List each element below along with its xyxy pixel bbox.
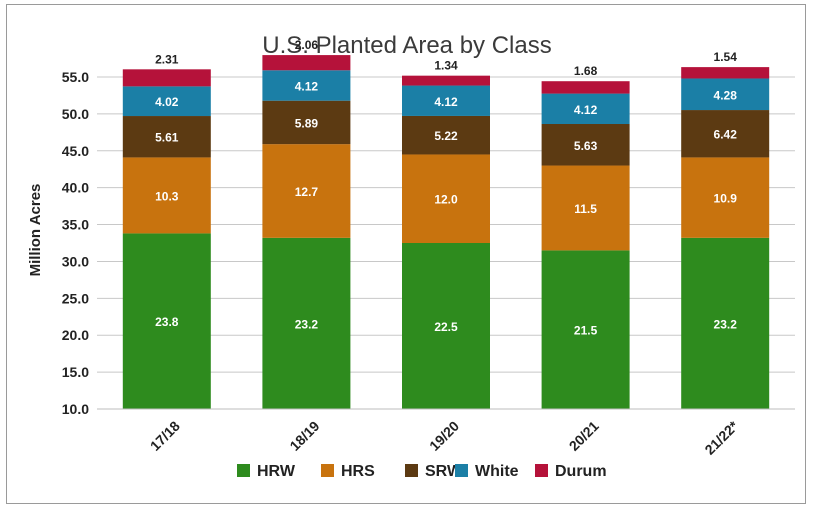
data-label-srw: 5.89 [295, 116, 319, 130]
bar-segment-white [402, 85, 490, 116]
stacked-bar-chart: U.S. Planted Area by Class 10.0 15.0 20.0 2… [27, 32, 795, 480]
data-label-hrw: 23.8 [155, 315, 179, 329]
data-label-hrw: 23.2 [295, 317, 319, 331]
bar-segment-srw [122, 116, 211, 158]
bar-segment-durum [541, 81, 630, 94]
x-tick-label: 19/20 [426, 418, 462, 454]
bar-segment-durum [262, 55, 351, 71]
bar-stack: 22.5 12.0 5.22 4.12 1.34 [402, 59, 490, 409]
bar-segment-hrw [681, 237, 770, 409]
data-label-white: 4.12 [574, 103, 598, 117]
data-label-white: 4.02 [155, 95, 179, 109]
chart-frame: U.S. Planted Area by Class 10.0 15.0 20.0 2… [6, 4, 806, 504]
bar-segment-hrw [541, 250, 630, 409]
legend-swatch [535, 464, 548, 477]
bar-segment-white [122, 86, 211, 117]
data-label-durum: 2.31 [155, 52, 179, 66]
y-tick-label: 35.0 [62, 217, 89, 233]
data-label-white: 4.12 [295, 79, 319, 93]
bar-segment-durum [402, 75, 490, 86]
y-tick-label: 55.0 [62, 69, 89, 85]
data-label-durum: 1.68 [574, 64, 598, 78]
data-label-hrs: 12.7 [295, 185, 319, 199]
legend-swatch [237, 464, 250, 477]
legend-item-white: White [455, 463, 519, 480]
bar-segment-srw [681, 110, 770, 158]
bar-segment-durum [681, 67, 770, 79]
data-label-hrw: 23.2 [714, 317, 738, 331]
data-label-hrw: 22.5 [434, 320, 458, 334]
y-tick-label: 50.0 [62, 106, 89, 122]
bar-segment-hrw [262, 237, 351, 409]
chart-title: U.S. Planted Area by Class [262, 32, 551, 59]
y-axis-ticks: 10.0 15.0 20.0 25.0 30.0 35.0 40.0 45.0 50.0 55.0 [62, 69, 89, 417]
bar-segment-hrw [122, 233, 211, 409]
y-tick-label: 25.0 [62, 290, 89, 306]
legend-item-hrs: HRS [321, 463, 375, 480]
bar-segment-white [262, 70, 351, 101]
bar-stack: 23.2 12.7 5.89 4.12 2.06 [262, 38, 351, 409]
legend-item-durum: Durum [535, 463, 607, 480]
bar-segment-hrw [402, 243, 490, 409]
x-tick-label: 21/22* [701, 417, 741, 457]
legend-item-hrw: HRW [237, 463, 296, 480]
data-label-white: 4.12 [434, 95, 458, 109]
data-label-durum: 1.34 [434, 59, 458, 73]
x-axis-ticks: 17/18 18/19 19/20 20/21 21/22* [147, 417, 742, 457]
y-axis-label: Million Acres [27, 184, 44, 277]
x-tick-label: 17/18 [147, 418, 183, 454]
bar-segment-hrs [541, 165, 630, 251]
legend-swatch [321, 464, 334, 477]
data-label-srw: 5.61 [155, 131, 179, 145]
data-label-srw: 5.63 [574, 139, 598, 153]
legend-label: HRS [341, 463, 375, 480]
legend-label: Durum [555, 463, 607, 480]
legend-swatch [405, 464, 418, 477]
data-label-srw: 5.22 [434, 129, 458, 143]
bar-stack: 21.5 11.5 5.63 4.12 1.68 [541, 64, 630, 409]
x-tick-label: 20/21 [566, 418, 602, 454]
data-label-hrs: 10.3 [155, 189, 179, 203]
data-label-hrs: 12.0 [434, 193, 458, 207]
bar-segment-white [541, 93, 630, 124]
x-tick-label: 18/19 [286, 418, 322, 454]
y-tick-label: 15.0 [62, 364, 89, 380]
y-tick-label: 45.0 [62, 143, 89, 159]
y-tick-label: 30.0 [62, 253, 89, 269]
legend: HRW HRS SRW White Durum [237, 463, 607, 480]
data-label-white: 4.28 [714, 88, 738, 102]
data-label-durum: 1.54 [714, 50, 738, 64]
bar-segment-srw [262, 100, 351, 145]
y-tick-label: 40.0 [62, 180, 89, 196]
legend-label: White [475, 463, 519, 480]
bar-stack: 23.8 10.3 5.61 4.02 2.31 [122, 52, 211, 409]
bar-segment-hrs [681, 157, 770, 238]
legend-swatch [455, 464, 468, 477]
legend-label: HRW [257, 463, 296, 480]
bar-stack: 23.2 10.9 6.42 4.28 1.54 [681, 50, 770, 409]
data-label-hrs: 10.9 [714, 192, 738, 206]
y-tick-label: 10.0 [62, 401, 89, 417]
legend-item-srw: SRW [405, 463, 463, 480]
bars: 23.8 10.3 5.61 4.02 2.31 23.2 12.7 5.89 4.12 2.06… [122, 38, 770, 409]
legend-label: SRW [425, 463, 463, 480]
y-tick-label: 20.0 [62, 327, 89, 343]
bar-segment-durum [122, 69, 211, 87]
data-label-srw: 6.42 [714, 128, 738, 142]
data-label-hrs: 11.5 [574, 202, 597, 216]
bar-segment-srw [541, 123, 630, 166]
data-label-hrw: 21.5 [574, 324, 598, 338]
bar-segment-hrs [402, 154, 490, 243]
bar-segment-hrs [262, 144, 351, 238]
bar-segment-hrs [122, 157, 211, 234]
bar-segment-srw [402, 115, 490, 155]
bar-segment-white [681, 78, 770, 111]
data-label-durum: 2.06 [295, 38, 319, 52]
